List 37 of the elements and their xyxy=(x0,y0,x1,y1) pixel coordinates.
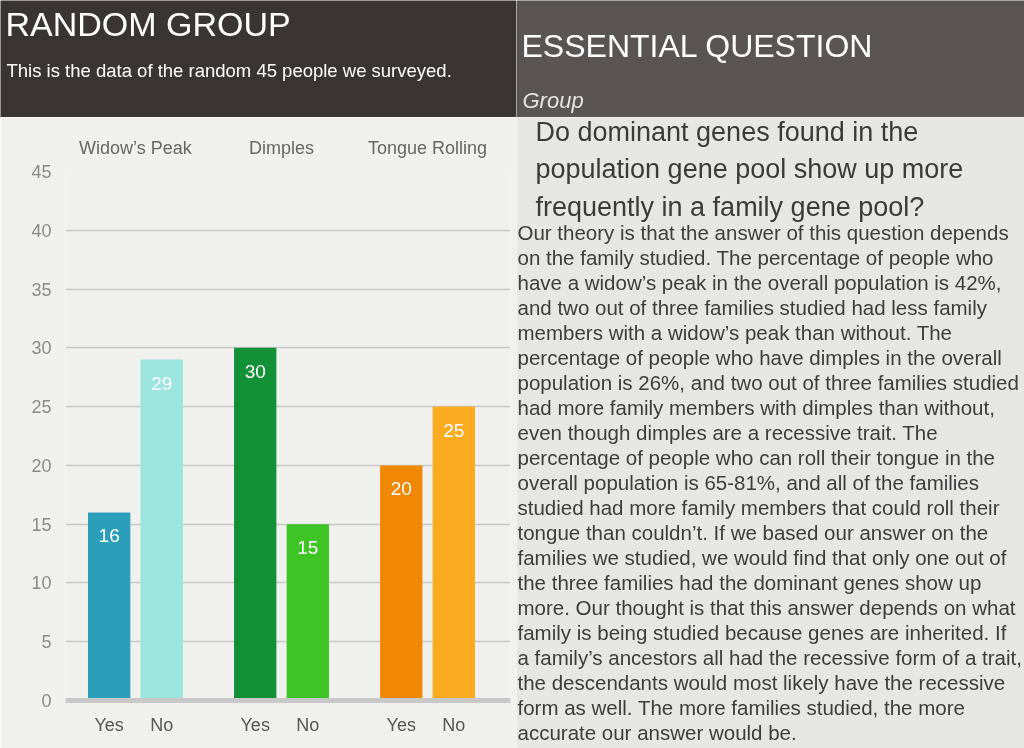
y-tick-label: 0 xyxy=(41,691,52,711)
y-tick-label: 35 xyxy=(31,279,52,300)
series-label: No xyxy=(150,714,174,735)
text: No xyxy=(442,714,466,735)
y-tick-label: 45 xyxy=(31,162,52,182)
series-label: Yes xyxy=(94,714,124,735)
y-tick-label: 20 xyxy=(31,455,52,476)
x-tick-label: Widow’s Peak xyxy=(79,137,193,158)
bar xyxy=(432,406,476,701)
text: ESSENTIAL QUESTION xyxy=(521,27,873,64)
y-tick-label: 5 xyxy=(41,632,52,653)
data-label: 25 xyxy=(443,419,465,441)
data-label: 30 xyxy=(244,360,266,382)
text: Yes xyxy=(240,714,270,735)
data-label: 29 xyxy=(151,372,173,394)
bar xyxy=(286,524,329,701)
chart-subtitle: This is the data of the random 45 people we surveyed. xyxy=(6,60,452,81)
bar xyxy=(234,347,277,701)
text: Yes xyxy=(386,714,416,735)
y-tick-label: 10 xyxy=(31,573,52,594)
data-label: 16 xyxy=(98,525,120,547)
chart-title: RANDOM GROUP xyxy=(5,4,291,43)
bar xyxy=(87,512,131,701)
data-label: 20 xyxy=(390,478,412,500)
y-tick-label: 40 xyxy=(31,220,52,241)
text: Group xyxy=(522,88,584,113)
y-tick-label: 25 xyxy=(31,397,52,418)
bar xyxy=(140,359,183,701)
text: No xyxy=(296,714,320,735)
text: Our theory is that the answer of this question depends on the family studied. The percentage of people who have a widow’s peak in the overall population is 42%, and two out of three families studied had less family members with a widow’s peak than without. The percentage of people who have dimples in the overall population is 26%, and two out of three families studied had more family members with dimples than without, even though dimples are a recessive trait. The percentage of people who can roll their tongue in the overall population is 65-81%, and all of the families studied had more family members that could roll their tongue than couldn’t. If we based our answer on the families we studied, we would find that only one out of the three families had the dominant genes show up more. Our thought is that this answer depends on what family is being studied because genes are inherited. If a family’s ancestors all had the recessive form of a trait, the descendants would most likely have the recessive form as well. The more families studied, the more accurate our answer would be. xyxy=(517,221,1022,744)
data-label: 15 xyxy=(297,537,319,559)
y-tick-label: 15 xyxy=(31,514,52,535)
bar xyxy=(380,465,423,701)
x-tick-label: Dimples xyxy=(248,137,315,158)
text: Do dominant genes found in the population gene pool show up more frequently in a family gene pool? xyxy=(535,116,964,222)
y-tick-label: 30 xyxy=(31,338,52,359)
x-tick-label: Tongue Rolling xyxy=(368,137,488,158)
